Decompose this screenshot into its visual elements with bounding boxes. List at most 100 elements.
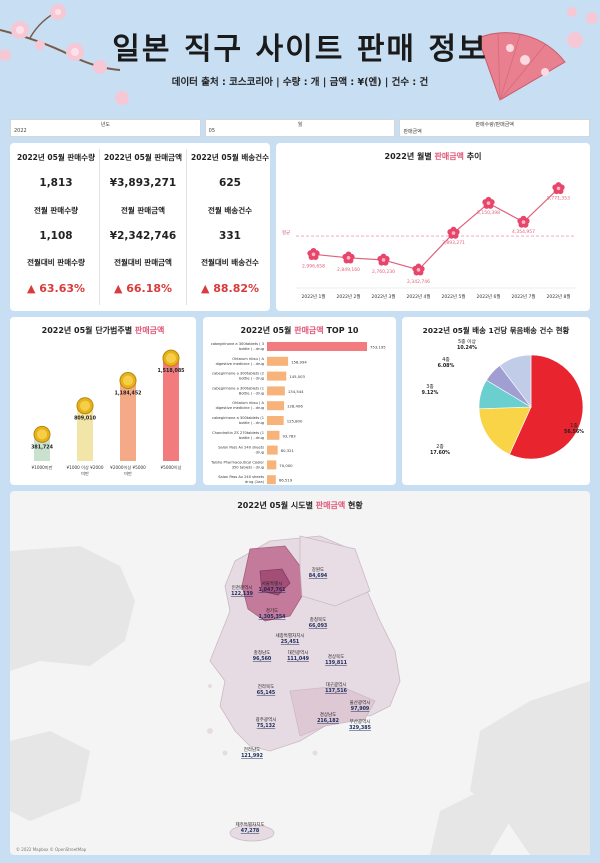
region-value: 75,132 [257, 723, 276, 729]
x-tick-label: 미만 [124, 470, 132, 477]
kpi-label: 전월 배송건수 [207, 206, 252, 215]
region-name: 부산광역시 [350, 718, 371, 725]
coin-icon [119, 372, 137, 390]
slice-value: 56.56% [564, 429, 584, 435]
region-name: 제주특별자치도 [236, 821, 265, 828]
kpi-value: ¥3,893,271 [109, 177, 177, 189]
bar [77, 406, 93, 461]
line-title-suffix: 추이 [463, 152, 482, 161]
kpi-label: 2022년 05월 판매금액 [104, 153, 182, 162]
kpi-prev-amount: 전월 판매금액 ¥2,342,746 [100, 205, 186, 242]
filter-bar: 년도 2022 월 05 판매수량/판매금액 판매금액 [10, 119, 591, 137]
region-value: 66,093 [309, 623, 328, 629]
kpi-label: 2022년 05월 판매수량 [17, 153, 95, 162]
data-point [342, 251, 355, 264]
kpi-value: 1,108 [39, 230, 73, 242]
y-tick-label: drug [256, 451, 264, 455]
y-tick-label: cabegirinone a 300tablets ( 3 [211, 342, 264, 346]
region-value: 139,811 [325, 660, 347, 666]
bar [267, 445, 278, 455]
kpi-value: 625 [219, 177, 241, 189]
kpi-prev-qty: 전월 판매수량 1,108 [13, 205, 99, 242]
y-tick-label: bottle ) - drug [239, 377, 264, 381]
filter-measure[interactable]: 판매수량/판매금액 판매금액 [399, 119, 591, 137]
line-title-prefix: 2022년 월별 [384, 152, 435, 161]
x-tick-label: 2022년 7월 [511, 293, 535, 300]
kpi-label: 전월대비 판매금액 [114, 258, 172, 267]
data-label: 128,406 [287, 404, 303, 409]
price-bar-card: 2022년 05월 단가범주별 판매금액 381,724 ¥1000미만 809,0… [10, 317, 196, 485]
region-value: 25,451 [281, 639, 300, 645]
map-title: 2022년 05월 시도별 판매금액 현황 [10, 500, 590, 511]
x-tick-label: ¥2000이상 ¥5000 [110, 464, 146, 471]
filter-month-value: 05 [208, 128, 216, 134]
bar [120, 381, 136, 461]
y-tick-label: cabegirinone a 300tablets (1 [212, 386, 264, 390]
series-line [313, 187, 559, 271]
kpi-amount-change: 전월대비 판매금액 ▲ 66.18% [100, 257, 186, 295]
average-label: 평균 [282, 229, 290, 236]
slice-value: 17.60% [430, 450, 450, 456]
bar [267, 430, 280, 440]
data-label: 5,771,353 [547, 195, 570, 201]
coin-icon [33, 425, 51, 443]
line-chart-title: 2022년 월별 판매금액 추이 [276, 151, 590, 162]
region-name: 대구광역시 [326, 681, 347, 688]
x-tick-label: ¥5000이상 [160, 464, 181, 471]
region-value: 1,047,761 [258, 587, 285, 593]
data-label: 93,783 [282, 433, 296, 438]
slice-label: 2종 [436, 444, 444, 450]
kpi-label: 2022년 05월 배송건수 [191, 153, 269, 162]
data-point [552, 182, 565, 195]
region-name: 충청남도 [254, 649, 271, 656]
monthly-line-card: 2022년 월별 판매금액 추이 평균 2,996,658 2022년 1월 2,84… [276, 143, 590, 311]
map-attribution: © 2022 Mapbox © OpenStreetMap [16, 847, 87, 852]
region-name: 강원도 [312, 566, 324, 573]
region-value: 96,560 [253, 656, 272, 662]
filter-measure-label: 판매수량/판매금액 [475, 122, 514, 128]
y-tick-label: cabegirinone a 300tablets (1 [212, 416, 264, 420]
filter-measure-value: 판매금액 [403, 129, 422, 135]
pie-chart-title: 2022년 05월 배송 1건당 묶음배송 건수 현황 [422, 326, 570, 335]
data-label: 2,849,160 [337, 267, 360, 273]
coin-icon [162, 349, 180, 367]
kpi-card: 2022년 05월 판매수량 1,813 2022년 05월 판매금액 ¥3,8… [10, 143, 270, 311]
data-label: 1,184,452 [114, 391, 141, 397]
top10-card: 2022년 05월 판매금액 TOP 10 cabegirinone a 300… [203, 317, 396, 485]
y-tick-label: 350 tablets - drug [232, 465, 264, 469]
x-tick-label: ¥1000미만 [31, 464, 52, 471]
y-tick-label: Ohtaium ribsu ( A [232, 357, 264, 361]
map-title-suffix: 현황 [345, 501, 363, 510]
filter-year-value: 2022 [14, 128, 27, 134]
line-title-hl: 판매금액 [434, 152, 464, 161]
region-value: 329,385 [349, 725, 371, 731]
y-tick-label: bottle ) - drug [239, 347, 264, 351]
bar [267, 416, 284, 425]
region-gangwon [299, 535, 371, 607]
region-value: 122,139 [231, 591, 254, 597]
data-label: 125,800 [287, 419, 303, 424]
filter-year[interactable]: 년도 2022 [10, 119, 201, 137]
region-name: 충청북도 [310, 616, 327, 623]
top10-chart-title: 2022년 05월 판매금액 TOP 10 [203, 325, 396, 336]
top10-title-prefix: 2022년 05월 [240, 326, 295, 335]
y-tick-label: cabegirinone a 300tablets (2 [212, 372, 264, 376]
data-label: 2,996,658 [302, 263, 325, 269]
pie-slice [499, 354, 532, 408]
region-value: 65,145 [257, 690, 276, 696]
slice-value: 10.24% [457, 345, 477, 351]
kpi-label: 전월대비 배송건수 [201, 258, 259, 267]
y-tick-label: Salon Pass Ax 240 sheets [218, 475, 264, 479]
kpi-value: 1,813 [39, 177, 73, 189]
y-tick-label: Chondroitin ZS 270tablets (1 [212, 431, 264, 435]
x-tick-label: 2022년 3월 [371, 293, 395, 300]
kpi-value: 331 [219, 230, 241, 242]
data-label: 809,010 [74, 416, 97, 422]
region-name: 광주광역시 [256, 716, 277, 723]
filter-month[interactable]: 월 05 [204, 119, 396, 137]
